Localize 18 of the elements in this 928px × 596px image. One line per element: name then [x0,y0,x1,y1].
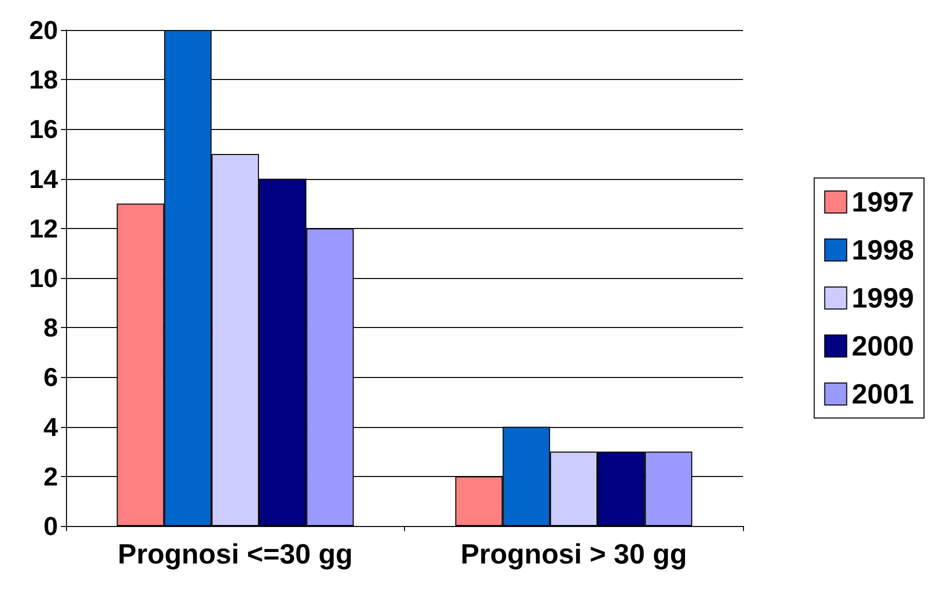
x-tick-label: Prognosi > 30 gg [460,538,687,570]
legend-label: 2000 [852,330,914,362]
y-tick-label: 10 [29,263,58,293]
x-tick-label: Prognosi <=30 gg [118,538,353,570]
legend-label: 1999 [852,282,914,314]
y-tick-label: 18 [29,64,58,95]
y-tick-label: 6 [44,362,58,392]
y-tick-label: 0 [44,511,58,541]
y-tick-label: 12 [29,213,58,244]
legend-label: 2001 [852,378,914,410]
y-tick-label: 20 [29,15,58,45]
y-tick-label: 14 [29,164,59,194]
y-tick-label: 2 [44,461,58,492]
y-tick-label: 16 [29,114,58,144]
legend-label: 1998 [852,234,914,266]
y-tick-label: 4 [44,412,59,442]
legend-label: 1997 [852,186,914,218]
y-tick-label: 8 [44,312,58,343]
